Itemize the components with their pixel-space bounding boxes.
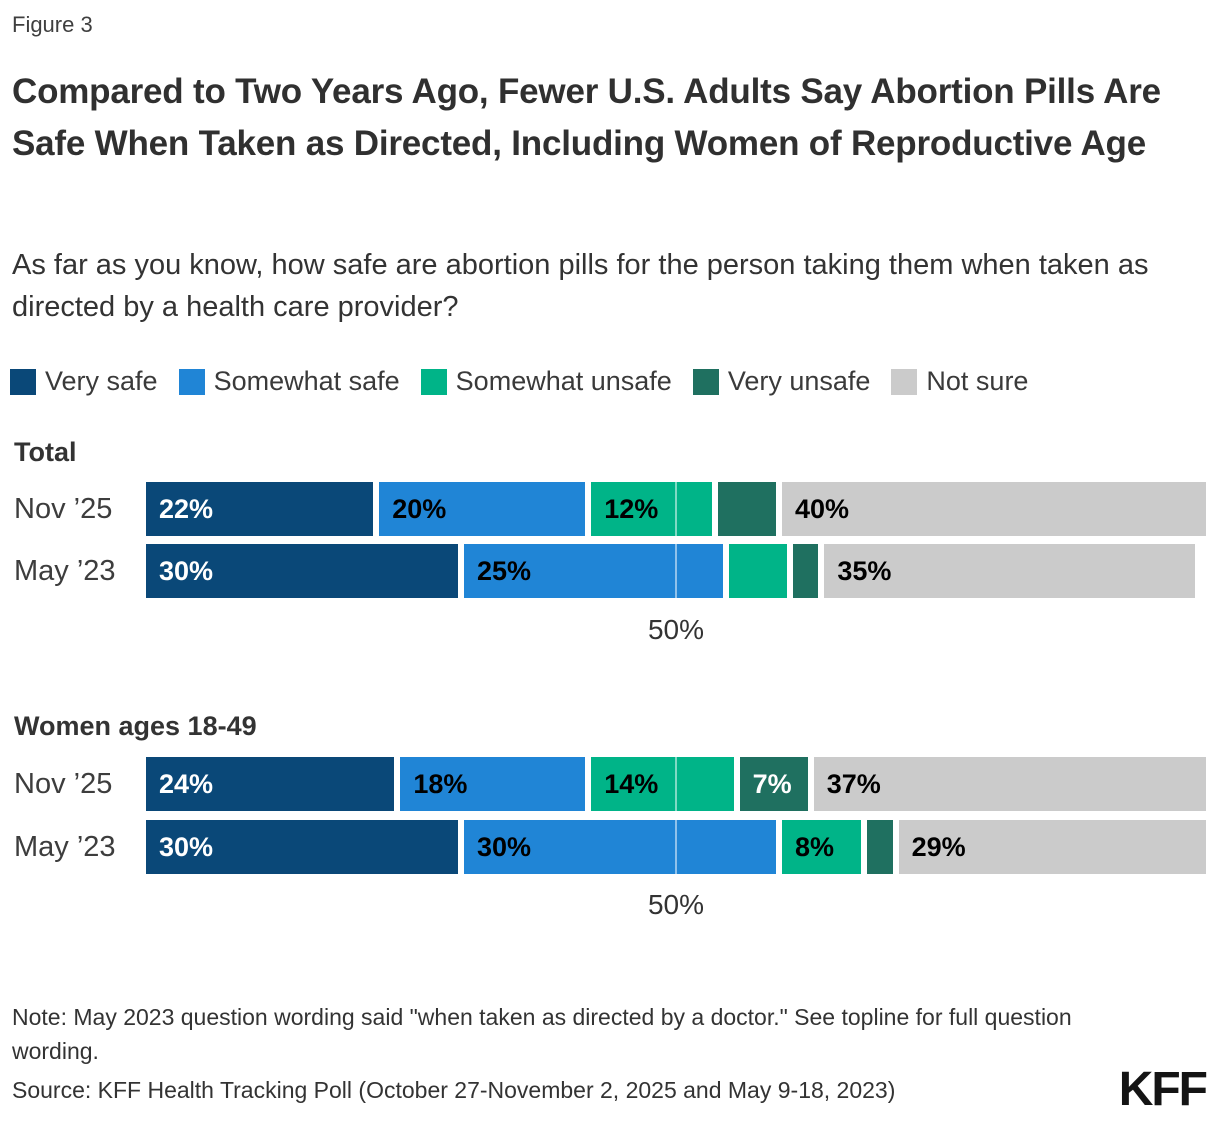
bar-value-label: 29% [911,831,966,862]
legend-swatch-very_safe [10,368,36,395]
chart-subtitle: As far as you know, how safe are abortio… [12,249,1149,323]
bar-value-label: 22% [159,493,214,524]
bar-row: 24% 18% 14% 7% 37% [146,757,1206,811]
legend-label: Somewhat safe [213,366,400,396]
row-label: Nov ’25 [14,493,113,525]
bar-segment-somewhat_unsafe: 14% [591,757,734,811]
bar-segment-very_unsafe: 7% [739,757,808,811]
bar-segment-not_sure: 35% [824,544,1196,598]
bar-segment-somewhat_safe: 18% [400,757,586,811]
bar-segment-not_sure: 37% [813,757,1206,811]
bar-row: 30% 25% 35% [146,544,1196,598]
bar-row: 22% 20% 12% 40% [146,482,1206,536]
legend-label: Very safe [45,366,158,396]
bar-segment-not_sure: 29% [898,820,1206,874]
group-heading: Total [14,437,77,467]
gridline-50pct [675,482,677,598]
legend-swatch-somewhat_unsafe [420,368,447,395]
bar-value-label: 30% [477,831,532,862]
figure-label: Figure 3 [12,12,93,37]
bar-value-label: 12% [604,493,659,524]
legend-label: Very unsafe [727,366,871,396]
bar-segment-very_safe: 30% [146,820,458,874]
axis-tick-label: 50% [647,614,705,645]
bar-value-label: 30% [159,831,214,862]
bar-segment-very_unsafe [792,544,819,598]
legend-item-somewhat_safe: Somewhat safe [178,366,400,397]
bar-segment-not_sure: 40% [781,482,1206,536]
gridline-50pct [675,757,677,874]
group-heading: Women ages 18-49 [14,711,257,741]
bar-segment-very_safe: 24% [146,757,395,811]
bar-value-label: 30% [159,555,214,586]
row-label: Nov ’25 [14,768,113,800]
row-label: May ’23 [14,555,116,587]
legend: Very safe Somewhat safe Somewhat unsafe Ver… [10,366,1049,397]
bar-segment-very_unsafe [866,820,893,874]
bar-value-label: 20% [392,493,447,524]
bar-segment-somewhat_safe: 30% [464,820,776,874]
bar-value-label: 35% [837,555,892,586]
bar-segment-very_safe: 30% [146,544,458,598]
axis-tick-label: 50% [647,889,705,920]
bar-segment-somewhat_safe: 20% [379,482,586,536]
bar-value-label: 7% [752,768,792,799]
legend-swatch-very_unsafe [692,368,719,395]
legend-label: Not sure [926,366,1029,396]
bar-row: 30% 30% 8% 29% [146,820,1206,874]
bar-value-label: 37% [826,768,881,799]
legend-item-very_unsafe: Very unsafe [692,366,871,397]
legend-item-not_sure: Not sure [891,366,1028,397]
bar-value-label: 40% [794,493,850,524]
bar-segment-very_unsafe [718,482,776,536]
bar-value-label: 25% [477,555,532,586]
chart-title: Compared to Two Years Ago, Fewer U.S. Ad… [12,72,1161,163]
legend-item-very_safe: Very safe [10,366,158,397]
legend-item-somewhat_unsafe: Somewhat unsafe [420,366,672,397]
legend-swatch-somewhat_safe [178,368,205,395]
source-text: Source: KFF Health Tracking Poll (Octobe… [12,1077,896,1103]
bar-value-label: 14% [604,768,659,799]
bar-value-label: 8% [795,831,835,862]
bar-segment-somewhat_unsafe [729,544,787,598]
row-label: May ’23 [14,831,116,863]
note-text: Note: May 2023 question wording said "wh… [12,1004,1072,1064]
bar-value-label: 18% [413,768,468,799]
bar-segment-somewhat_unsafe: 12% [591,482,713,536]
bar-segment-very_safe: 22% [146,482,374,536]
legend-swatch-not_sure [891,368,918,395]
bar-segment-somewhat_safe: 25% [464,544,723,598]
kff-logo: KFF [1118,1063,1208,1116]
legend-label: Somewhat unsafe [455,366,672,396]
bar-value-label: 24% [159,768,214,799]
bar-segment-somewhat_unsafe: 8% [782,820,861,874]
